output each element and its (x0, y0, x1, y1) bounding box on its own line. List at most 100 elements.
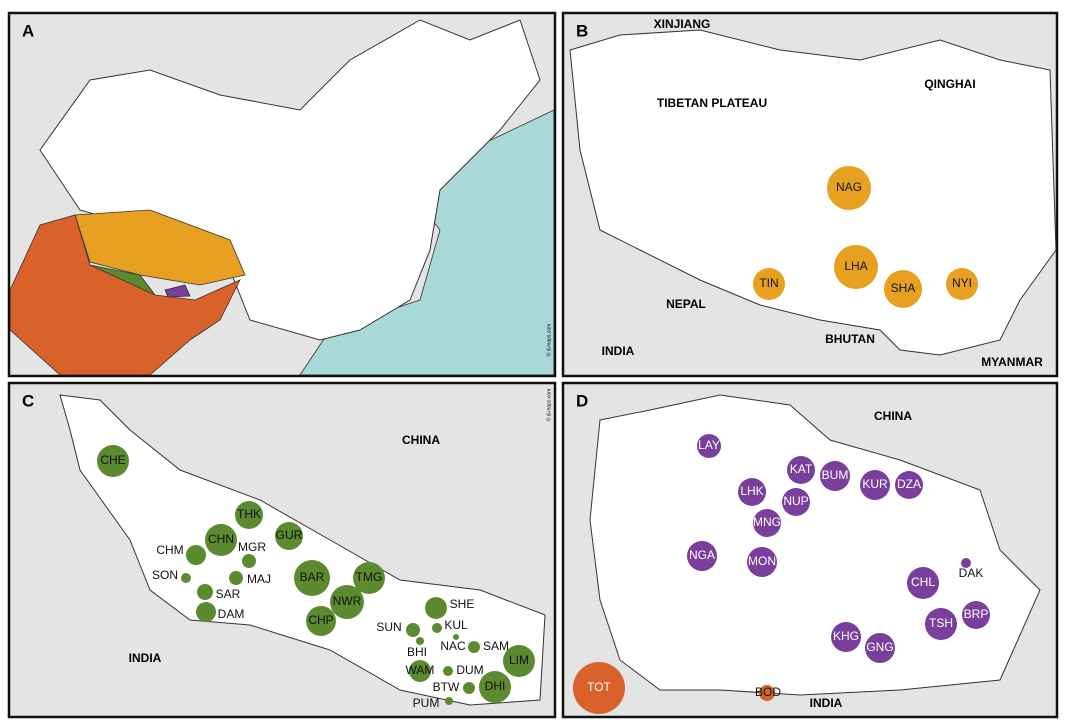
region-label: INDIA (129, 651, 162, 665)
population-label: CHM (156, 543, 183, 557)
population-circle (787, 456, 815, 484)
panel-letter: A (22, 21, 34, 40)
population-label: SUN (376, 620, 401, 634)
population-label: GNG (866, 640, 893, 654)
population-label: LHA (844, 259, 867, 273)
population-label: KUL (444, 618, 468, 632)
population-circle (753, 509, 781, 537)
population-label: TIN (759, 276, 778, 290)
panel-frame (561, 11, 1059, 378)
population-circle (834, 245, 878, 289)
population-label: MON (748, 554, 776, 568)
region-label: XINJIANG (654, 17, 711, 31)
credit: © d-maps.com (545, 389, 552, 422)
population-label: SAM (483, 639, 509, 653)
population-label: CHN (208, 532, 234, 546)
population-circle (925, 608, 957, 640)
population-circle (425, 597, 447, 619)
population-circle (946, 268, 978, 300)
population-label: NWR (333, 594, 362, 608)
population-circle (409, 660, 431, 682)
region-label: BHUTAN (825, 332, 875, 346)
population-label: MNG (753, 515, 781, 529)
population-circle (831, 622, 861, 652)
population-circle (242, 554, 256, 568)
population-label: NAC (440, 639, 466, 653)
panel-c-map (9, 383, 555, 717)
population-label: NAG (836, 180, 862, 194)
population-circle (907, 567, 939, 599)
region-label: QINGHAI (924, 77, 975, 91)
population-label: NUP (783, 494, 808, 508)
population-label: SON (152, 568, 178, 582)
population-label: PUM (413, 696, 440, 710)
population-circle (229, 571, 243, 585)
population-circle (353, 562, 385, 594)
population-label: CHE (100, 453, 125, 467)
panel-a-map (9, 13, 555, 376)
population-circle (294, 560, 330, 596)
region-label: TIBETAN PLATEAU (657, 96, 767, 110)
region-label: MYANMAR (981, 355, 1043, 369)
population-circle (827, 166, 871, 210)
population-label: GUR (276, 528, 303, 542)
panel-letter: C (22, 391, 34, 410)
population-label: BOD (755, 685, 781, 699)
population-label: DZA (897, 477, 921, 491)
population-circle (416, 637, 424, 645)
population-circle (503, 645, 535, 677)
population-label: LIM (509, 653, 529, 667)
population-label: BAR (300, 570, 325, 584)
population-label: TMG (356, 570, 383, 584)
panel-b-map (563, 13, 1057, 376)
population-circle (432, 623, 442, 633)
population-circle (759, 685, 775, 701)
population-label: CHP (308, 613, 333, 627)
population-circle (573, 662, 625, 714)
population-circle (463, 682, 475, 694)
credit: © d-maps.com (545, 324, 552, 357)
population-label: DAM (218, 607, 245, 621)
population-circle (196, 602, 216, 622)
population-label: TOT (587, 680, 611, 694)
population-label: BTW (433, 680, 460, 694)
population-label: MAJ (247, 572, 271, 586)
population-label: BHI (407, 645, 427, 659)
population-circle (443, 666, 453, 676)
panel-letter: D (576, 391, 588, 410)
population-label: SHA (891, 281, 916, 295)
region-label: CHINA (402, 433, 440, 447)
population-circle (468, 641, 480, 653)
population-circle (753, 268, 785, 300)
population-circle (197, 584, 213, 600)
region-label: INDIA (602, 344, 635, 358)
population-label: KHG (833, 629, 859, 643)
population-circle (884, 270, 922, 308)
region-label: NEPAL (666, 297, 706, 311)
population-circle (181, 573, 191, 583)
population-circle (687, 541, 717, 571)
population-circle (738, 478, 766, 506)
panel-frame (7, 11, 557, 378)
population-circle (747, 547, 777, 577)
population-label: LAY (698, 438, 720, 452)
population-circle (820, 461, 850, 491)
population-circle (865, 633, 895, 663)
population-label: KAT (790, 462, 813, 476)
population-circle (860, 470, 890, 500)
population-circle (330, 585, 364, 619)
region-label: CHINA (874, 409, 912, 423)
population-circle (961, 558, 971, 568)
population-label: DUM (456, 663, 483, 677)
panel-d-map (563, 383, 1057, 717)
population-label: NYI (952, 276, 972, 290)
population-label: BUM (822, 468, 849, 482)
population-label: DHI (485, 679, 506, 693)
population-label: TSH (929, 616, 953, 630)
population-label: WAM (406, 663, 435, 677)
population-circle (275, 522, 303, 550)
population-circle (306, 606, 336, 636)
population-circle (205, 524, 237, 556)
population-circle (406, 623, 420, 637)
population-label: MGR (238, 540, 266, 554)
